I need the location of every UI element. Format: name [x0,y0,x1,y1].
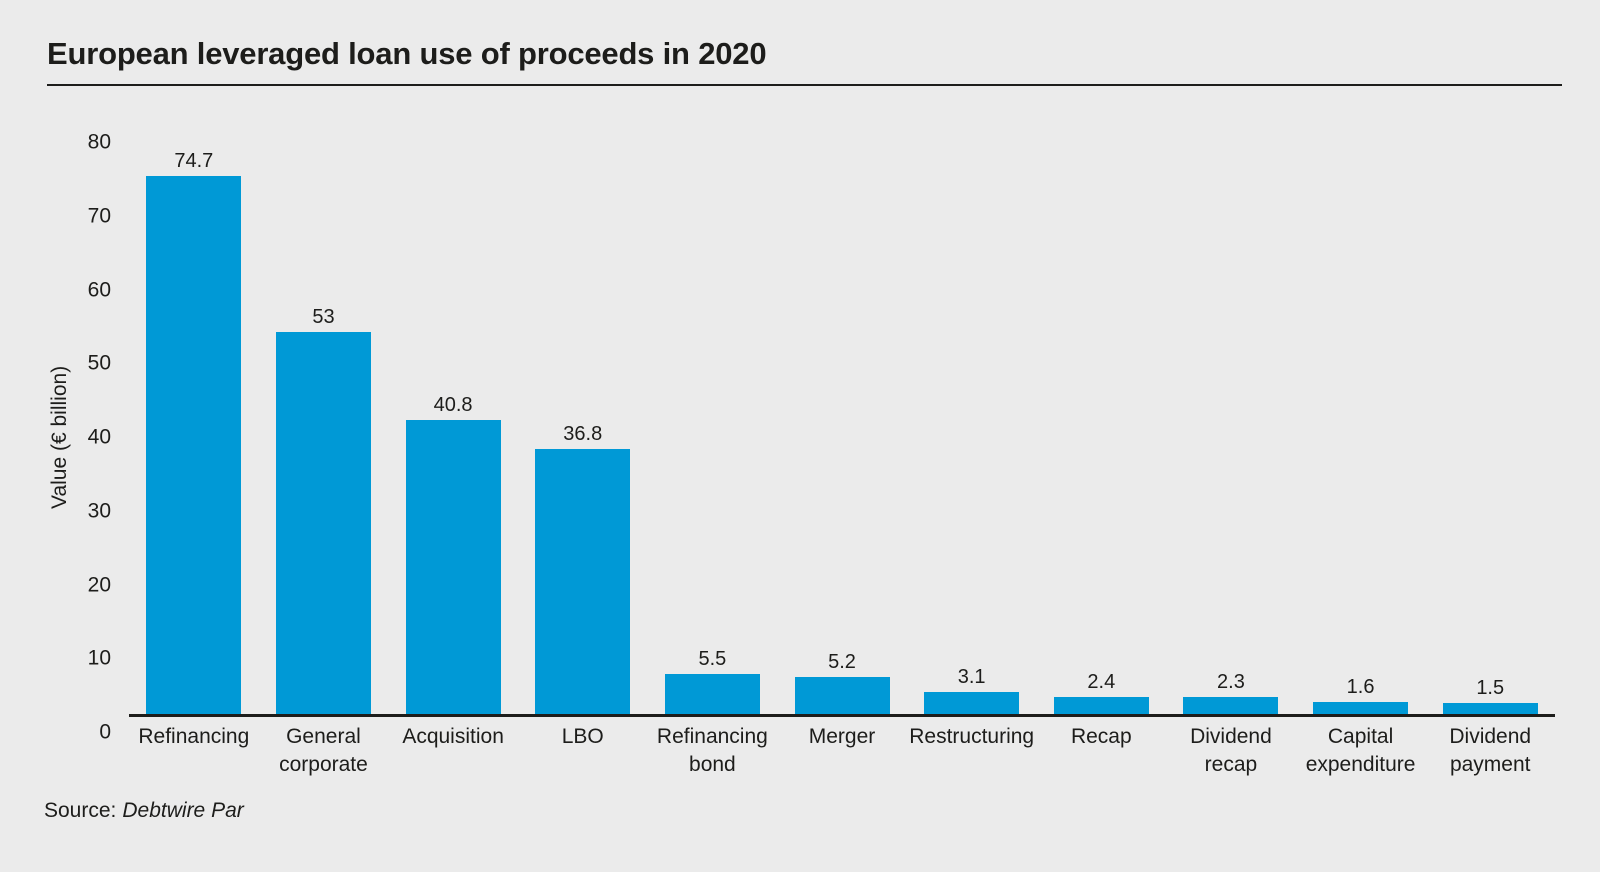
bar-value-label: 2.4 [1087,670,1116,693]
x-label-restructuring: Restructuring [909,725,1035,748]
bar-merger [794,676,890,714]
bar-value-label: 5.5 [698,648,727,671]
bar-column-refinancing: 74.7 [129,138,259,714]
chart-title: European leveraged loan use of proceeds … [47,36,767,71]
y-tick-80: 80 [87,130,111,154]
y-tick-70: 70 [87,204,111,228]
x-axis-labels: Refinancing General corporate Acquisition L… [129,723,1555,779]
bar-value-label: 3.1 [957,665,986,688]
bar-column-dividend-payment: 1.5 [1425,138,1555,714]
x-label-dividend-recap: Dividend recap [1190,725,1272,776]
bar-column-lbo: 36.8 [518,138,648,714]
bar-column-general-corporate: 53 [259,138,389,714]
bar-acquisition [405,420,501,714]
bar-column-capital-expenditure: 1.6 [1296,138,1426,714]
x-label-general-corporate: General corporate [279,725,368,776]
bar-value-label: 53 [312,306,335,329]
bar-column-acquisition: 40.8 [388,138,518,714]
x-label-lbo: LBO [561,725,604,748]
bar-value-label: 5.2 [828,650,856,673]
bar-recap [1053,696,1149,714]
y-tick-0: 0 [99,720,111,744]
bar-value-label: 36.8 [563,423,603,446]
bar-column-recap: 2.4 [1036,138,1166,714]
plot-area: 74.7 53 40.8 36.8 5.5 5.2 3.1 2.4 2.3 1.6 1.5 [129,138,1555,717]
x-label-refinancing-bond: Refinancing bond [656,725,768,776]
bar-restructuring [924,691,1020,714]
bar-column-restructuring: 3.1 [907,138,1037,714]
bar-dividend-payment [1442,703,1538,714]
source-name: Debtwire Par [122,799,244,822]
bar-refinancing-bond [664,674,760,714]
bar-value-label: 1.6 [1346,676,1375,699]
bar-value-label: 1.5 [1476,677,1505,700]
source-note: Source: Debtwire Par [44,799,244,823]
y-tick-40: 40 [87,425,111,449]
bar-column-refinancing-bond: 5.5 [648,138,778,714]
x-label-recap: Recap [1070,725,1132,748]
bar-dividend-recap [1183,697,1279,714]
bar-value-label: 74.7 [174,150,214,173]
x-label-merger: Merger [808,725,876,748]
y-tick-30: 30 [87,499,111,523]
y-axis-ticks: 0 10 20 30 40 50 60 70 80 [70,132,111,743]
x-label-capital-expenditure: Capital expenditure [1305,725,1416,776]
x-label-dividend-payment: Dividend payment [1449,725,1532,776]
bar-column-dividend-recap: 2.3 [1166,138,1296,714]
y-tick-10: 10 [87,646,111,670]
title-rule [47,84,1562,86]
x-label-acquisition: Acquisition [402,725,504,748]
bar-lbo [535,449,631,714]
bar-capital-expenditure [1313,702,1409,714]
bar-refinancing [146,176,242,714]
source-prefix: Source: [44,799,117,822]
bar-value-label: 2.3 [1217,671,1245,694]
y-tick-50: 50 [87,351,111,375]
y-tick-20: 20 [87,573,111,596]
x-label-refinancing: Refinancing [138,725,250,748]
bar-general-corporate [275,332,371,714]
bar-value-label: 40.8 [433,394,473,417]
bar-column-merger: 5.2 [777,138,907,714]
y-tick-60: 60 [87,278,111,301]
